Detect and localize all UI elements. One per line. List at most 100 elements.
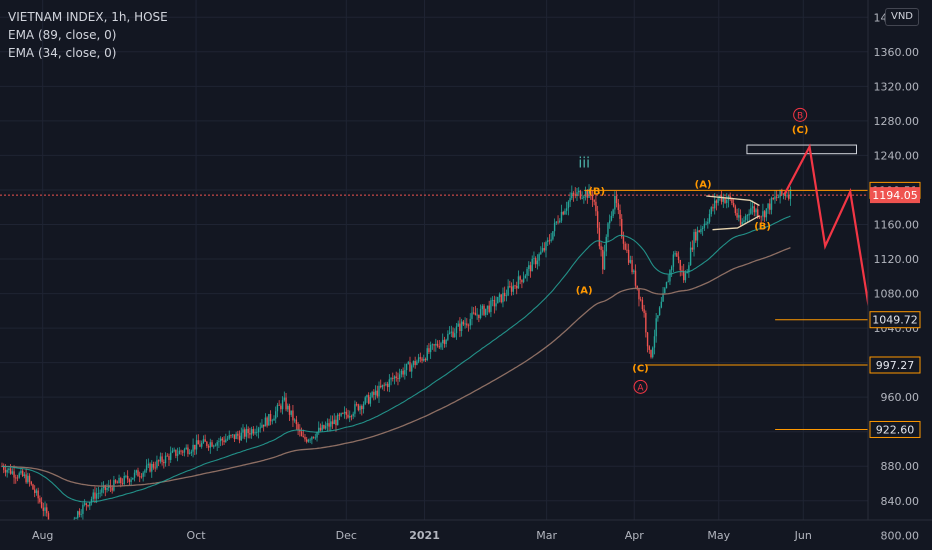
candle-body [268, 414, 270, 426]
candle-body [522, 278, 525, 283]
candle-body [290, 410, 292, 415]
candle-body [77, 511, 79, 518]
candle-body [788, 195, 790, 199]
candle-body [753, 206, 755, 213]
level-price-tag [869, 311, 921, 329]
candle-body [744, 215, 747, 221]
candle-body [746, 215, 749, 217]
candle-body [707, 221, 709, 224]
candle-body [722, 197, 725, 202]
candle-body [438, 346, 440, 348]
candle-body [528, 265, 530, 269]
candle-body [540, 251, 542, 255]
candle-body [326, 423, 329, 426]
candle-body [400, 370, 403, 375]
candle-body [696, 230, 699, 241]
candle-body [774, 196, 776, 200]
candle-body [402, 370, 404, 375]
candle-body [90, 498, 93, 503]
candle-body [429, 344, 432, 353]
candle-body [665, 282, 668, 289]
candle-body [578, 190, 580, 193]
candle-body [37, 490, 39, 499]
candle-body [113, 480, 115, 491]
candle-body [221, 438, 224, 441]
candle-body [586, 190, 589, 198]
candle-body [16, 477, 19, 479]
candle-body [245, 428, 248, 437]
candle-body [82, 504, 84, 514]
candle-body [714, 200, 716, 209]
candle-body [643, 309, 645, 313]
candle-body [579, 190, 582, 199]
candle-body [140, 476, 143, 478]
candle-body [607, 223, 609, 237]
candle-body [157, 460, 160, 462]
candle-body [340, 413, 342, 416]
candle-body [211, 442, 213, 447]
currency-badge[interactable]: VND [885, 8, 919, 26]
wave-circle-label [633, 379, 648, 394]
candle-body [777, 197, 780, 199]
candle-body [428, 348, 430, 353]
last-price-tag [870, 187, 920, 204]
ema-89-label[interactable]: EMA (89, close, 0) [8, 28, 117, 42]
candle-body [104, 485, 106, 490]
candle-body [209, 442, 212, 448]
candle-body [674, 253, 676, 255]
candle-body [219, 438, 222, 442]
candle-body [662, 293, 664, 302]
candle-body [8, 468, 10, 471]
candle-body [476, 314, 478, 316]
candle-body [95, 493, 98, 499]
candle-body [731, 198, 733, 204]
time-axis [0, 520, 932, 550]
candle-body [519, 276, 521, 280]
candle-body [552, 231, 554, 240]
candle-body [216, 442, 218, 446]
level-price-tag [869, 420, 921, 438]
candle-body [87, 505, 89, 507]
candle-body [230, 435, 232, 436]
price-axis [868, 0, 932, 550]
candle-body [686, 272, 688, 274]
candle-body [708, 214, 711, 222]
candle-body [639, 299, 642, 301]
symbol-title[interactable]: VIETNAM INDEX, 1h, HOSE [8, 10, 168, 24]
candle-body [376, 390, 378, 397]
candle-body [352, 413, 354, 417]
candle-body [161, 456, 163, 462]
candle-body [748, 213, 750, 216]
candle-body [336, 414, 339, 426]
candle-body [407, 362, 409, 364]
candle-body [214, 445, 217, 447]
price-tick-label: 1080.00 [874, 288, 920, 301]
candle-body [388, 379, 391, 388]
time-tick-label: Mar [536, 529, 557, 542]
price-tick-label: 880.00 [881, 460, 920, 473]
ema-34-label[interactable]: EMA (34, close, 0) [8, 46, 117, 60]
candle-body [772, 197, 774, 200]
candle-body [355, 404, 358, 405]
wave-label: (B) [588, 186, 605, 197]
candle-body [194, 444, 196, 450]
candle-body [202, 439, 205, 443]
candle-body [373, 391, 375, 395]
candle-body [176, 454, 179, 456]
level-price-text: 997.27 [876, 359, 915, 372]
candle-body [126, 475, 129, 480]
candle-body [187, 447, 189, 454]
candle-body [423, 358, 425, 361]
candle-body [547, 240, 549, 243]
candle-body [560, 212, 563, 221]
candle-body [655, 318, 657, 337]
candles [1, 184, 792, 550]
candle-body [581, 197, 583, 199]
candle-body [741, 221, 743, 225]
candle-body [743, 220, 745, 222]
candle-body [390, 378, 392, 380]
candle-body [572, 192, 575, 195]
wave-label: (B) [754, 222, 771, 233]
candle-body [564, 210, 566, 215]
